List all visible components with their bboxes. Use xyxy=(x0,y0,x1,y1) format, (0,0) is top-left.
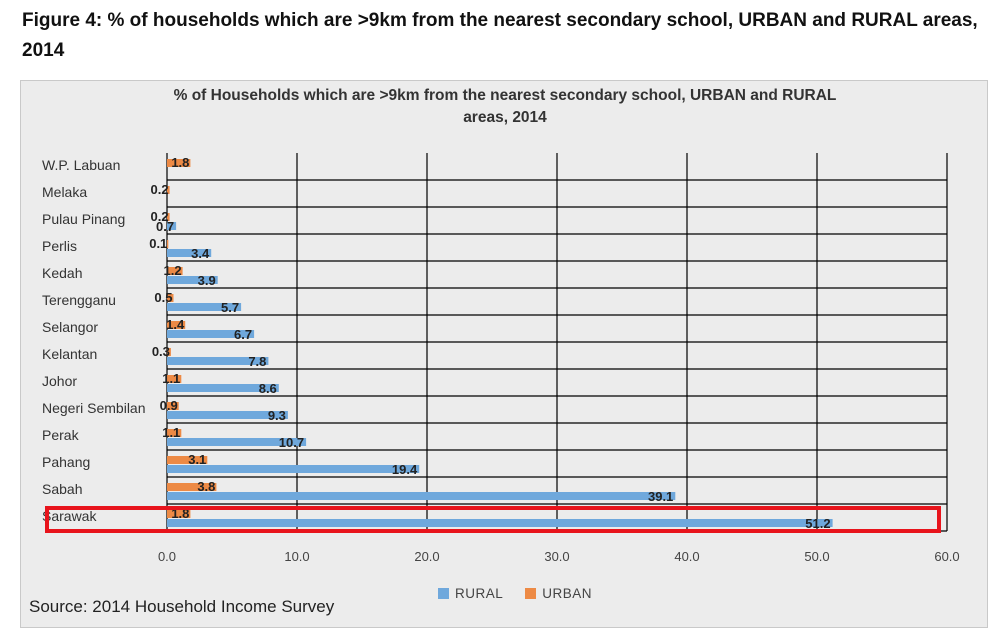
bar-chart: 0.0 10.0 20.0 30.0 40.0 50.0 60.0 W.P. Labuan 1.… xyxy=(42,153,960,564)
data-label-urban: 3.1 xyxy=(188,452,206,467)
data-label-rural: 19.4 xyxy=(392,462,418,477)
data-label-urban: 0.9 xyxy=(160,398,178,413)
bar-urban xyxy=(167,294,174,302)
bar-urban xyxy=(167,159,191,167)
x-tick-label: 0.0 xyxy=(158,549,176,564)
bar-rural xyxy=(167,222,177,230)
highlight-box xyxy=(45,506,941,533)
chart-title-line-2: areas, 2014 xyxy=(463,109,547,126)
category-label: Perak xyxy=(42,427,80,443)
bar-rural xyxy=(167,249,212,257)
legend-swatch-urban xyxy=(525,588,537,599)
bar-urban xyxy=(167,240,169,248)
data-label-rural: 5.7 xyxy=(221,300,239,315)
x-tick-label: 20.0 xyxy=(414,549,439,564)
data-label-rural: 51.2 xyxy=(805,516,830,531)
x-tick-label: 10.0 xyxy=(284,549,309,564)
data-label-rural: 7.8 xyxy=(248,354,266,369)
chart-title: % of Households which are >9km from the … xyxy=(21,85,989,129)
data-label-urban: 0.1 xyxy=(149,236,167,251)
chart-title-line-1: % of Households which are >9km from the … xyxy=(173,87,837,104)
legend: RURAL URBAN xyxy=(438,586,592,601)
data-label-urban: 0.2 xyxy=(151,209,169,224)
data-label-rural: 0.7 xyxy=(156,219,174,234)
data-label-rural: 39.1 xyxy=(648,489,673,504)
legend-label-rural: RURAL xyxy=(455,586,504,601)
bar-rural xyxy=(167,276,218,284)
data-label-rural: 6.7 xyxy=(234,327,252,342)
data-label-urban: 0.5 xyxy=(154,290,172,305)
legend-item-rural: RURAL xyxy=(438,586,503,601)
bar-rural xyxy=(167,519,833,527)
category-label: Pahang xyxy=(42,454,90,470)
category-label: Negeri Sembilan xyxy=(42,400,146,416)
bar-rural xyxy=(167,465,420,473)
x-tick-label: 60.0 xyxy=(934,549,959,564)
data-label-urban: 1.2 xyxy=(164,263,182,278)
data-label-urban: 0.2 xyxy=(151,182,169,197)
legend-swatch-rural xyxy=(438,588,449,599)
bar-urban xyxy=(167,267,183,275)
bar-urban xyxy=(167,186,170,194)
category-label: Selangor xyxy=(42,319,98,335)
bar-rural xyxy=(167,384,279,392)
bar-rural xyxy=(167,330,255,338)
data-label-rural: 3.4 xyxy=(191,246,210,261)
data-label-urban: 1.4 xyxy=(166,317,185,332)
category-label: W.P. Labuan xyxy=(42,157,120,173)
x-tick-label: 30.0 xyxy=(544,549,569,564)
bar-urban xyxy=(167,402,179,410)
data-label-urban: 1.8 xyxy=(171,155,189,170)
bar-urban xyxy=(167,456,208,464)
figure-title: Figure 4: % of households which are >9km… xyxy=(22,10,978,61)
bar-urban xyxy=(167,348,171,356)
bar-urban xyxy=(167,321,186,329)
chart-panel: % of Households which are >9km from the … xyxy=(20,80,988,628)
category-label: Perlis xyxy=(42,238,77,254)
category-label: Sabah xyxy=(42,481,82,497)
category-label: Sarawak xyxy=(42,508,97,524)
bar-rural xyxy=(167,411,288,419)
category-label: Terengganu xyxy=(42,292,116,308)
x-tick-label: 40.0 xyxy=(674,549,699,564)
x-tick-label: 50.0 xyxy=(804,549,829,564)
category-label: Pulau Pinang xyxy=(42,211,125,227)
category-label: Kedah xyxy=(42,265,82,281)
data-label-rural: 3.9 xyxy=(198,273,216,288)
data-label-rural: 9.3 xyxy=(268,408,286,423)
legend-item-urban: URBAN xyxy=(525,586,592,601)
bar-urban xyxy=(167,483,217,491)
data-label-urban: 1.1 xyxy=(162,371,180,386)
bar-urban xyxy=(167,429,182,437)
category-label: Kelantan xyxy=(42,346,97,362)
category-label: Johor xyxy=(42,373,77,389)
data-label-urban: 3.8 xyxy=(197,479,215,494)
data-label-urban: 1.1 xyxy=(162,425,180,440)
legend-label-urban: URBAN xyxy=(542,586,593,601)
bar-rural xyxy=(167,357,269,365)
data-label-rural: 8.6 xyxy=(259,381,277,396)
category-label: Melaka xyxy=(42,184,87,200)
bar-rural xyxy=(167,438,307,446)
data-label-rural: 10.7 xyxy=(279,435,304,450)
data-label-urban: 0.3 xyxy=(152,344,170,359)
bar-rural xyxy=(167,303,242,311)
bar-urban xyxy=(167,375,182,383)
bar-urban xyxy=(167,213,170,221)
source-note: Source: 2014 Household Income Survey xyxy=(29,597,335,616)
bar-rural xyxy=(167,492,676,500)
bar-urban xyxy=(167,510,191,518)
